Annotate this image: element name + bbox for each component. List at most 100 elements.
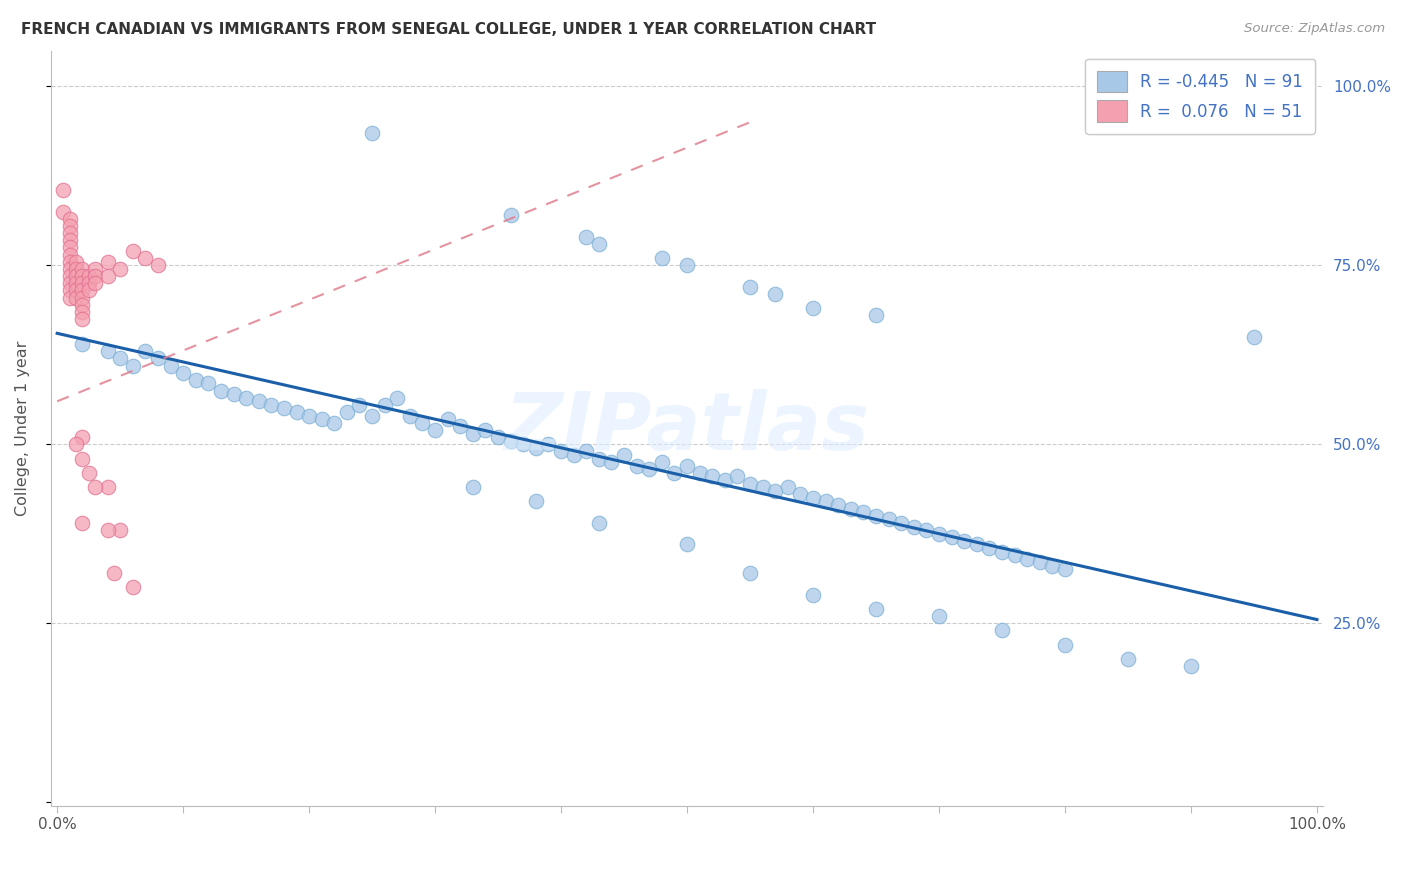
- Point: [273, 401, 295, 416]
- Point: [1042, 558, 1064, 573]
- Point: [763, 483, 786, 498]
- Point: [575, 444, 598, 458]
- Y-axis label: College, Under 1 year: College, Under 1 year: [15, 341, 30, 516]
- Point: [103, 566, 125, 580]
- Point: [1029, 555, 1052, 569]
- Point: [550, 444, 572, 458]
- Point: [915, 523, 938, 537]
- Point: [121, 580, 143, 594]
- Point: [991, 624, 1014, 638]
- Point: [96, 344, 118, 359]
- Point: [96, 480, 118, 494]
- Point: [285, 405, 308, 419]
- Point: [72, 284, 94, 298]
- Point: [134, 251, 156, 265]
- Point: [52, 183, 75, 197]
- Point: [1116, 652, 1139, 666]
- Point: [84, 269, 107, 284]
- Point: [96, 269, 118, 284]
- Point: [209, 384, 232, 398]
- Point: [613, 448, 636, 462]
- Point: [727, 469, 749, 483]
- Point: [423, 423, 446, 437]
- Point: [59, 240, 82, 254]
- Point: [59, 247, 82, 261]
- Point: [361, 409, 384, 423]
- Point: [979, 541, 1001, 555]
- Point: [474, 423, 496, 437]
- Point: [714, 473, 737, 487]
- Point: [512, 437, 534, 451]
- Point: [1017, 551, 1039, 566]
- Point: [222, 387, 245, 401]
- Point: [72, 269, 94, 284]
- Point: [789, 487, 811, 501]
- Point: [59, 261, 82, 276]
- Point: [776, 480, 799, 494]
- Point: [449, 419, 471, 434]
- Point: [702, 469, 724, 483]
- Point: [121, 359, 143, 373]
- Point: [865, 309, 887, 323]
- Point: [941, 530, 963, 544]
- Point: [59, 226, 82, 240]
- Point: [839, 501, 862, 516]
- Point: [247, 394, 270, 409]
- Point: [59, 269, 82, 284]
- Point: [361, 126, 384, 140]
- Point: [928, 526, 950, 541]
- Point: [499, 208, 522, 222]
- Point: [72, 298, 94, 312]
- Point: [108, 523, 131, 537]
- Point: [65, 437, 87, 451]
- Point: [399, 409, 422, 423]
- Point: [486, 430, 509, 444]
- Point: [827, 498, 849, 512]
- Point: [524, 441, 547, 455]
- Point: [499, 434, 522, 448]
- Point: [72, 291, 94, 305]
- Point: [991, 544, 1014, 558]
- Legend: R = -0.445   N = 91, R =  0.076   N = 51: R = -0.445 N = 91, R = 0.076 N = 51: [1085, 59, 1315, 134]
- Point: [461, 426, 484, 441]
- Point: [676, 458, 699, 473]
- Point: [77, 284, 100, 298]
- Point: [588, 451, 610, 466]
- Point: [801, 301, 824, 316]
- Text: FRENCH CANADIAN VS IMMIGRANTS FROM SENEGAL COLLEGE, UNDER 1 YEAR CORRELATION CHA: FRENCH CANADIAN VS IMMIGRANTS FROM SENEG…: [21, 22, 876, 37]
- Point: [600, 455, 623, 469]
- Point: [72, 430, 94, 444]
- Point: [96, 523, 118, 537]
- Point: [72, 261, 94, 276]
- Point: [1180, 659, 1202, 673]
- Point: [1243, 330, 1265, 344]
- Point: [59, 254, 82, 268]
- Point: [638, 462, 661, 476]
- Point: [763, 287, 786, 301]
- Point: [59, 284, 82, 298]
- Point: [65, 269, 87, 284]
- Point: [865, 508, 887, 523]
- Point: [966, 537, 988, 551]
- Point: [72, 516, 94, 530]
- Point: [197, 376, 219, 391]
- Point: [72, 312, 94, 326]
- Point: [159, 359, 181, 373]
- Point: [676, 258, 699, 272]
- Point: [121, 244, 143, 258]
- Point: [588, 516, 610, 530]
- Point: [928, 609, 950, 624]
- Point: [651, 455, 673, 469]
- Point: [65, 261, 87, 276]
- Point: [903, 519, 925, 533]
- Point: [588, 236, 610, 251]
- Point: [72, 277, 94, 291]
- Point: [65, 284, 87, 298]
- Point: [953, 533, 976, 548]
- Point: [77, 277, 100, 291]
- Point: [524, 494, 547, 508]
- Point: [676, 537, 699, 551]
- Point: [298, 409, 321, 423]
- Point: [65, 291, 87, 305]
- Point: [738, 476, 761, 491]
